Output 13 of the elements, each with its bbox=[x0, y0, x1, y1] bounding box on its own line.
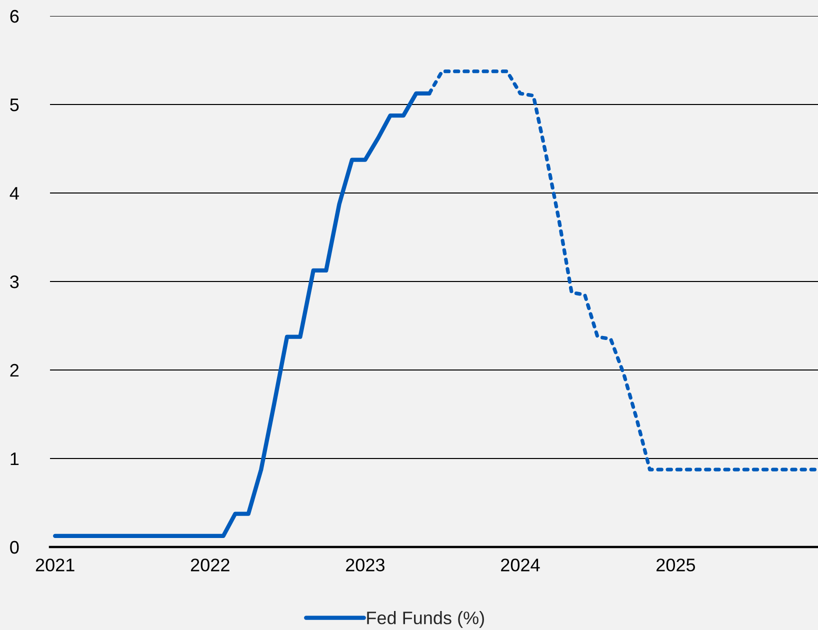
y-tick-label: 4 bbox=[10, 187, 19, 200]
y-tick-label: 1 bbox=[10, 452, 19, 466]
x-tick-label: 2024 bbox=[501, 558, 540, 572]
x-tick-label: 2022 bbox=[190, 558, 230, 572]
y-tick-label: 3 bbox=[10, 275, 19, 288]
x-tick-label: 2025 bbox=[656, 558, 696, 572]
x-tick-label: 2021 bbox=[36, 558, 74, 572]
y-tick-label: 0 bbox=[10, 540, 19, 554]
y-tick-label: 2 bbox=[10, 364, 19, 377]
y-tick-label: 5 bbox=[10, 98, 19, 112]
y-tick-label: 6 bbox=[10, 10, 19, 23]
legend-label: Fed Funds (%) bbox=[367, 611, 484, 628]
x-tick-label: 2023 bbox=[346, 558, 384, 572]
